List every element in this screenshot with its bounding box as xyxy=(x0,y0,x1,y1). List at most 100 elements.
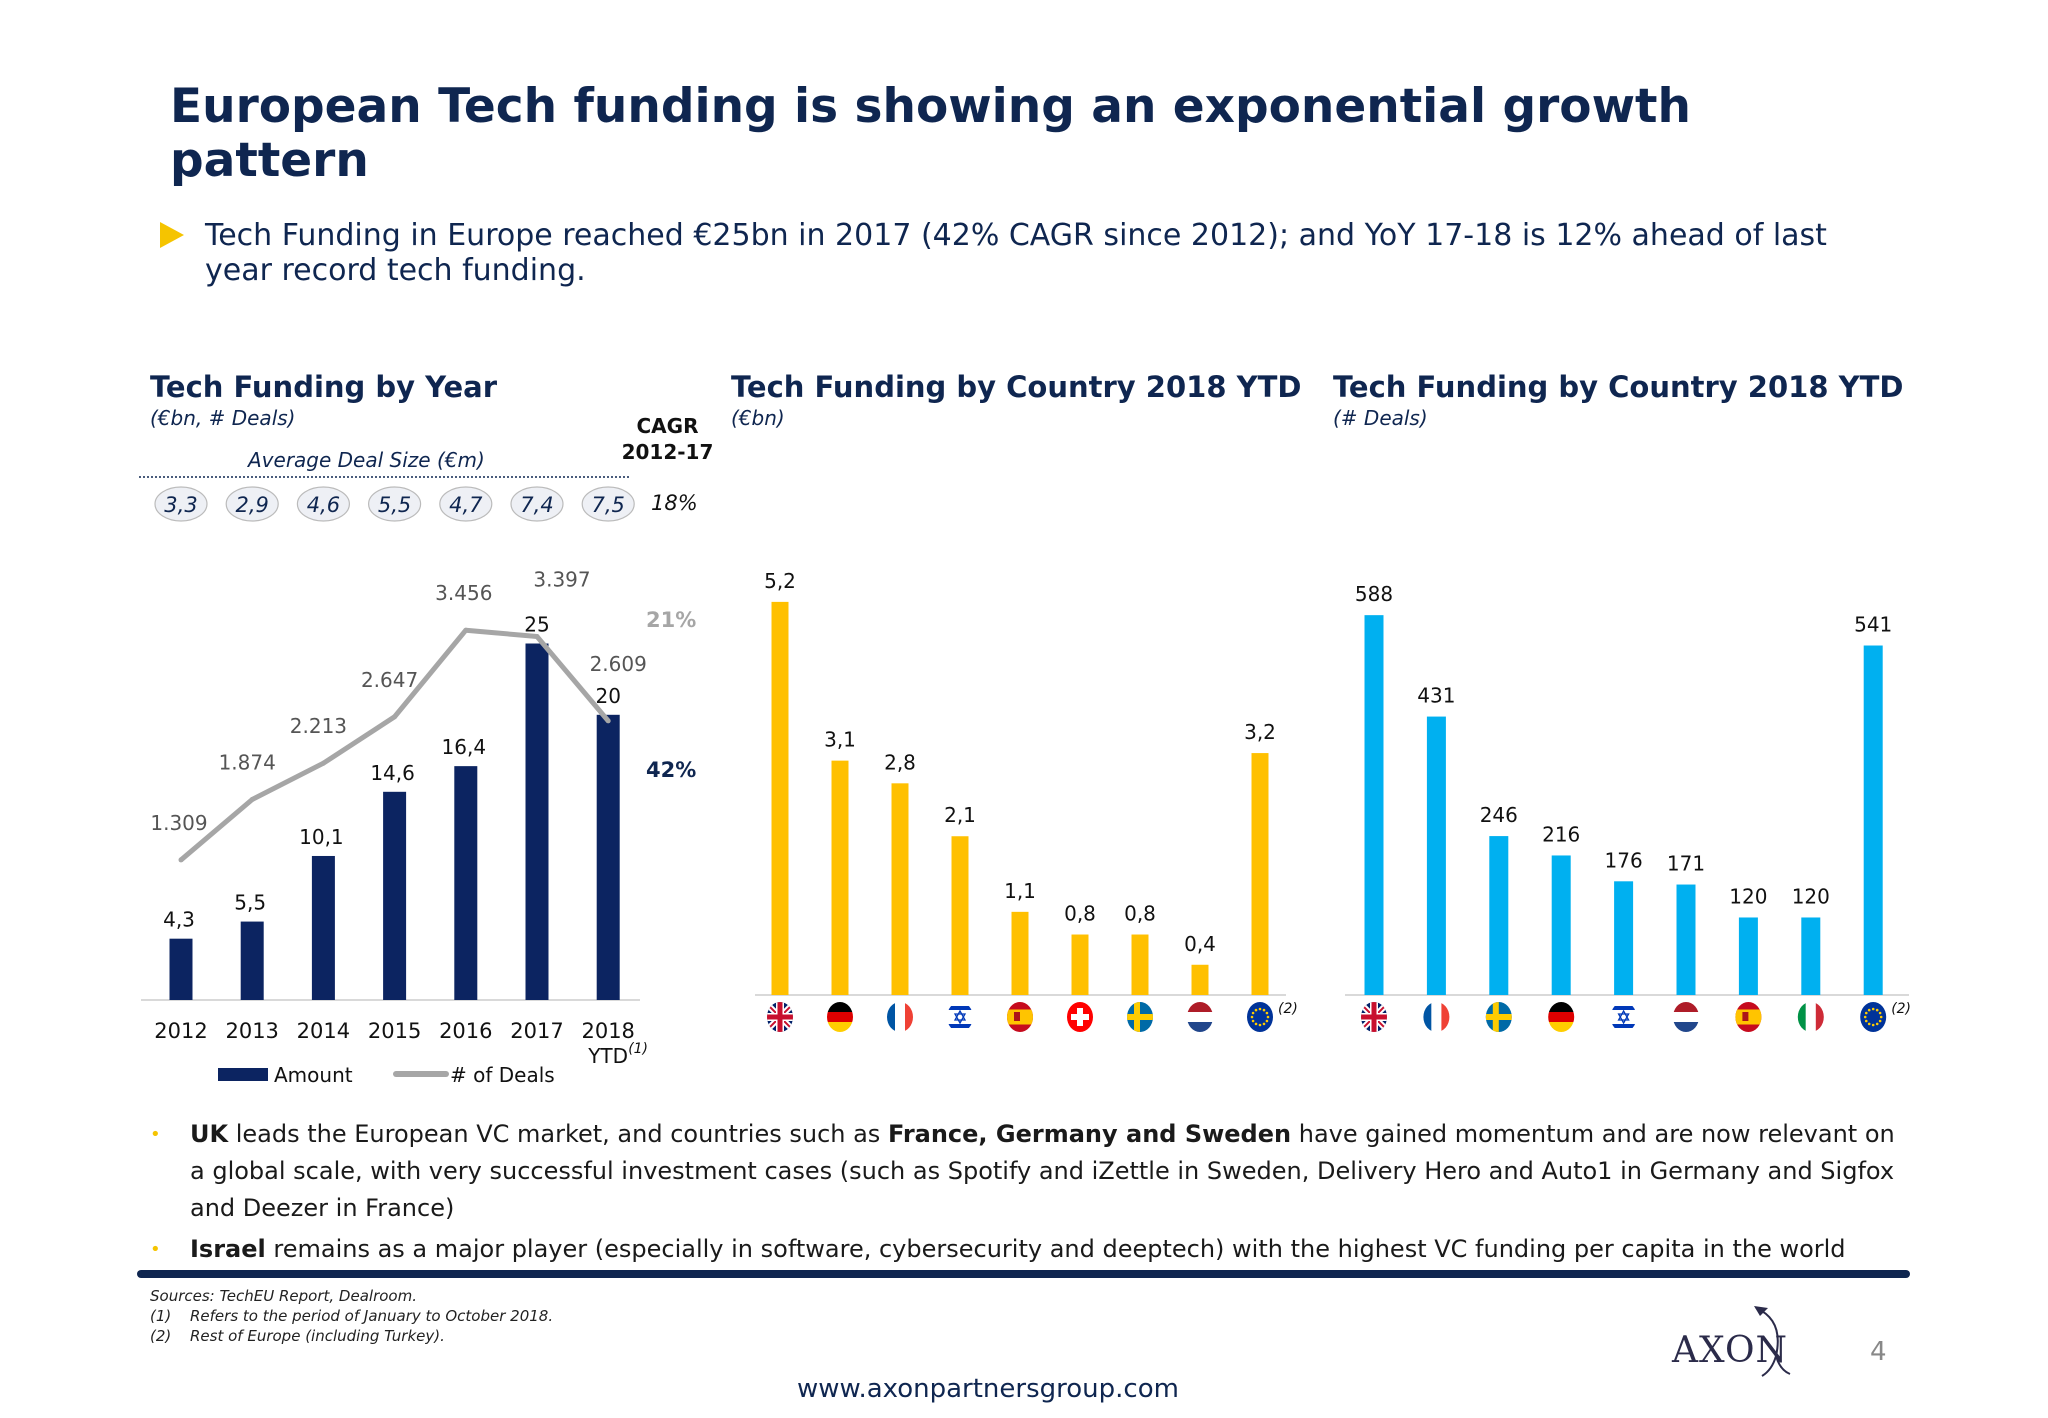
amount-label: 20 xyxy=(595,684,620,708)
deals-point xyxy=(392,714,398,720)
country-value-label: 2,8 xyxy=(884,750,916,774)
rest-of-europe-footnote-marker: (2) xyxy=(1278,1001,1298,1017)
avg-deal-size-value: 2,9 xyxy=(235,493,268,517)
text: remains as a major player (especially in… xyxy=(265,1235,1846,1263)
avg-deal-size-pill xyxy=(225,486,279,522)
country-value-label: 0,8 xyxy=(1064,902,1096,926)
flag-il-icon xyxy=(947,1002,973,1032)
deals-label: 2.647 xyxy=(361,668,418,692)
amount-bar xyxy=(383,791,407,1000)
country-value-label: 541 xyxy=(1854,613,1892,637)
bullet-dot-icon: • xyxy=(150,1124,161,1145)
country-bar xyxy=(1676,884,1696,995)
country-bar xyxy=(831,760,849,995)
country-value-label: 3,2 xyxy=(1244,720,1276,744)
year-tick-label: 2012 xyxy=(154,1019,207,1043)
country-bar xyxy=(951,836,969,995)
country-value-label: 1,1 xyxy=(1004,879,1036,903)
country-value-label: 588 xyxy=(1355,582,1393,606)
deals-point xyxy=(178,857,184,863)
rest-of-europe-footnote-marker: (2) xyxy=(1891,1001,1911,1017)
cagr-deals: 21% xyxy=(646,608,697,632)
avg-deal-size-value: 5,5 xyxy=(378,493,411,517)
country-value-label: 0,4 xyxy=(1184,932,1216,956)
country-value-label: 0,8 xyxy=(1124,902,1156,926)
cagr-header-line2: 2012-17 xyxy=(621,440,714,464)
amount-bar xyxy=(311,855,335,1000)
country-bar xyxy=(1801,917,1821,995)
amount-label: 10,1 xyxy=(299,825,344,849)
country-bar xyxy=(1364,615,1384,995)
deals-label: 2.609 xyxy=(590,652,647,676)
country-value-label: 5,2 xyxy=(764,569,796,593)
country-bar xyxy=(1551,855,1571,995)
logo-swoosh-icon xyxy=(1754,1306,1791,1377)
deals-point xyxy=(534,634,540,640)
country-bar xyxy=(771,601,789,995)
bullet-item: • UK leads the European VC market, and co… xyxy=(150,1116,1910,1227)
country-bar xyxy=(1011,911,1029,995)
country-bar xyxy=(1863,645,1883,995)
country-value-label: 431 xyxy=(1417,684,1455,708)
ytd-tick-suffix: YTD xyxy=(587,1044,628,1068)
deals-label: 3.397 xyxy=(533,568,590,592)
deals-label: 2.213 xyxy=(290,714,347,738)
chart2-subtitle: (€bn) xyxy=(731,406,785,430)
flag-nl-icon xyxy=(1187,1002,1213,1032)
cagr-header: CAGR 2012-17 xyxy=(610,413,725,465)
flag-il-icon xyxy=(1610,1002,1637,1032)
flag-se-icon xyxy=(1485,1002,1512,1032)
flag-es-icon xyxy=(1007,1002,1033,1032)
deals-point xyxy=(605,718,611,724)
legend-amount-swatch xyxy=(218,1068,268,1081)
sources: Sources: TechEU Report, Dealroom. (1) Ref… xyxy=(150,1286,553,1346)
flag-de-icon xyxy=(1548,1002,1575,1032)
page-number: 4 xyxy=(1870,1337,1887,1367)
country-bar xyxy=(1614,881,1634,995)
amount-bar xyxy=(454,766,478,1000)
amount-bar xyxy=(596,714,620,1000)
country-bar xyxy=(891,783,909,995)
avg-deal-size-pill xyxy=(296,486,350,522)
flag-fr-icon xyxy=(887,1002,913,1032)
amount-bar xyxy=(525,643,549,1000)
amount-label: 14,6 xyxy=(370,761,415,785)
flag-it-icon xyxy=(1797,1002,1824,1032)
lead-text: Tech Funding in Europe reached €25bn in … xyxy=(205,218,1827,288)
country-bar xyxy=(1131,934,1149,995)
text: leads the European VC market, and countr… xyxy=(228,1120,888,1148)
divider-rule xyxy=(137,1270,1910,1278)
legend-deals-label: # of Deals xyxy=(450,1063,555,1087)
axon-logo: AXON xyxy=(1672,1306,1791,1377)
amount-label: 25 xyxy=(524,613,549,637)
country-value-label: 246 xyxy=(1480,803,1518,827)
chart3-title: Tech Funding by Country 2018 YTD xyxy=(1333,370,1904,404)
bullet-list: • UK leads the European VC market, and co… xyxy=(150,1116,1910,1272)
avg-deal-size-pill xyxy=(581,486,635,522)
avg-deal-size-value: 7,4 xyxy=(520,493,553,517)
avg-deal-size-value: 7,5 xyxy=(591,493,624,517)
avg-deal-size-label: Average Deal Size (€m) xyxy=(248,448,485,472)
country-bar xyxy=(1191,964,1209,995)
year-tick-label: 2018 xyxy=(581,1019,634,1043)
triangle-bullet-icon xyxy=(160,222,184,248)
text: have gained momentum and are now relevan… xyxy=(190,1120,1895,1222)
lead-bullet: Tech Funding in Europe reached €25bn in … xyxy=(160,218,1900,288)
amount-label: 4,3 xyxy=(163,908,195,932)
avg-deal-size-value: 4,6 xyxy=(307,493,340,517)
country-bar xyxy=(1071,934,1089,995)
avg-deal-size-value: 3,3 xyxy=(164,493,197,517)
deals-point xyxy=(249,796,255,802)
bold-text: UK xyxy=(190,1120,229,1148)
deals-label: 1.874 xyxy=(219,750,276,774)
bold-text: France, Germany and Sweden xyxy=(887,1120,1292,1148)
bullet-dot-icon: • xyxy=(150,1239,161,1260)
flag-es-icon xyxy=(1735,1002,1762,1032)
country-value-label: 171 xyxy=(1667,852,1705,876)
country-value-label: 120 xyxy=(1729,884,1767,908)
bold-text: Israel xyxy=(190,1235,266,1263)
cagr-header-line1: CAGR xyxy=(636,414,699,438)
avg-deal-size-pill xyxy=(154,486,208,522)
deals-point xyxy=(463,627,469,633)
website-url[interactable]: www.axonpartnersgroup.com xyxy=(797,1374,1179,1404)
